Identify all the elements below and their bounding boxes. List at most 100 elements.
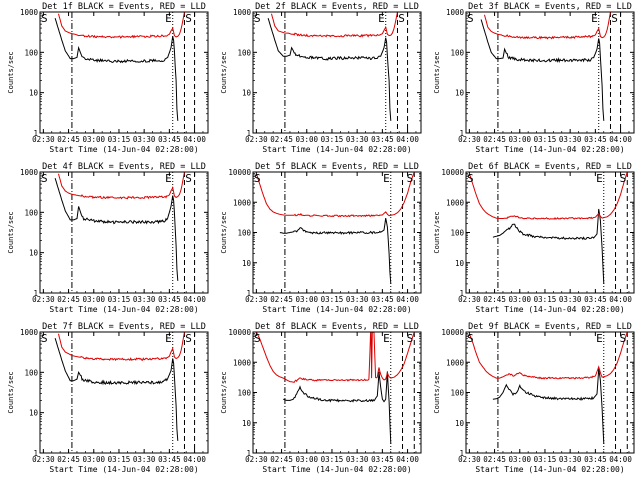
marker-e: E [165,12,172,25]
x-axis-label: Start Time (14-Jun-04 02:28:00) [475,465,624,474]
x-tick-label: 03:45 [158,455,181,464]
panel-det-9f: Det 9f BLACK = Events, RED = LLD 1 10 100 10… [426,320,639,480]
x-tick-label: 03:30 [133,455,156,464]
plot-area [54,12,196,133]
y-tick-label: 1000 [233,8,252,17]
x-axis-label: Start Time (14-Jun-04 02:28:00) [262,305,411,314]
x-tick-label: 03:15 [321,295,344,304]
x-tick-label: 02:30 [32,455,55,464]
plot-frame [465,11,635,134]
y-tick-label: 10 [455,89,465,98]
y-tick-label: 10000 [441,328,464,337]
chart-svg: Det 4f BLACK = Events, RED = LLD 1 10 100 10… [7,162,209,314]
y-tick-label: 1000 [446,358,465,367]
x-tick-label: 02:45 [483,295,506,304]
marker-e: E [383,172,390,185]
x-tick-label: 02:45 [57,455,80,464]
x-tick-label: 02:30 [245,455,268,464]
chart-svg: Det 2f BLACK = Events, RED = LLD 1 10 100 10… [220,2,422,154]
x-axis-label: Start Time (14-Jun-04 02:28:00) [262,145,411,154]
y-axis-label: Counts/sec [433,51,441,93]
x-tick-label: 02:45 [483,135,506,144]
x-tick-label: 04:00 [396,295,419,304]
plot-frame [39,171,209,294]
chart-title: Det 3f BLACK = Events, RED = LLD [468,2,632,12]
y-tick-label: 10000 [228,168,251,177]
marker-e: E [165,172,172,185]
plot-area [267,12,409,133]
x-tick-label: 02:45 [270,295,293,304]
marker-s: S [398,12,405,25]
x-tick-label: 02:30 [458,135,481,144]
y-tick-label: 100 [237,48,251,57]
x-tick-label: 03:00 [508,295,531,304]
x-tick-label: 04:00 [609,455,632,464]
y-tick-label: 1000 [233,358,252,367]
chart-svg: Det 1f BLACK = Events, RED = LLD 1 10 100 10… [7,2,209,154]
x-tick-label: 03:00 [295,135,318,144]
panel-det-8f: Det 8f BLACK = Events, RED = LLD 1 10 100 10… [213,320,426,480]
x-tick-label: 03:00 [295,295,318,304]
panel-det-2f: Det 2f BLACK = Events, RED = LLD 1 10 100 10… [213,0,426,160]
y-tick-label: 10 [29,89,39,98]
series-events-line [54,18,179,121]
marker-s: S [467,12,474,25]
x-tick-label: 02:45 [57,135,80,144]
x-tick-label: 03:30 [559,135,582,144]
plot-frame [39,11,209,134]
x-tick-label: 03:45 [371,295,394,304]
y-tick-label: 100 [24,208,38,217]
x-tick-label: 03:45 [584,135,607,144]
marker-s: S [611,12,618,25]
y-axis-label: Counts/sec [220,51,228,93]
x-tick-label: 03:15 [534,455,557,464]
plot-frame [252,11,422,134]
chart-svg: Det 3f BLACK = Events, RED = LLD 1 10 100 10… [433,2,635,154]
series-events-line [54,178,179,281]
series-events-line [492,368,605,444]
x-tick-label: 03:30 [559,455,582,464]
y-tick-label: 1 [246,289,251,298]
marker-s: S [620,332,627,345]
chart-title: Det 1f BLACK = Events, RED = LLD [42,2,206,12]
y-tick-label: 100 [450,48,464,57]
marker-s: S [185,172,192,185]
x-tick-label: 03:15 [108,135,131,144]
x-tick-label: 03:45 [158,135,181,144]
y-axis-label: Counts/sec [7,211,15,253]
marker-s: S [467,172,474,185]
x-axis-label: Start Time (14-Jun-04 02:28:00) [475,145,624,154]
y-tick-label: 1 [459,129,464,138]
y-axis-label: Counts/sec [7,51,15,93]
y-tick-label: 1 [246,129,251,138]
x-tick-label: 04:00 [183,295,206,304]
x-tick-label: 03:30 [133,135,156,144]
y-tick-label: 1 [33,129,38,138]
marker-s: S [407,172,414,185]
x-tick-label: 03:00 [82,455,105,464]
y-tick-label: 10000 [228,328,251,337]
marker-s: S [41,332,48,345]
x-tick-label: 03:15 [321,135,344,144]
series-events-line [54,338,179,441]
chart-title: Det 6f BLACK = Events, RED = LLD [468,162,632,172]
marker-s: S [254,12,261,25]
series-events-line [267,18,392,121]
series-lld-line [271,12,398,38]
y-tick-label: 100 [24,48,38,57]
chart-svg: Det 7f BLACK = Events, RED = LLD 1 10 100 10… [7,322,209,474]
x-tick-label: 02:30 [458,295,481,304]
y-tick-label: 10000 [441,168,464,177]
x-tick-label: 02:45 [483,455,506,464]
y-tick-label: 10 [242,259,252,268]
x-tick-label: 03:15 [534,295,557,304]
series-lld-line [255,172,415,218]
x-tick-label: 03:15 [534,135,557,144]
marker-s: S [41,172,48,185]
panel-det-5f: Det 5f BLACK = Events, RED = LLD 1 10 100 10… [213,160,426,320]
y-tick-label: 100 [237,389,251,398]
y-tick-label: 100 [450,229,464,238]
plot-frame [465,331,635,454]
x-tick-label: 04:00 [183,135,206,144]
